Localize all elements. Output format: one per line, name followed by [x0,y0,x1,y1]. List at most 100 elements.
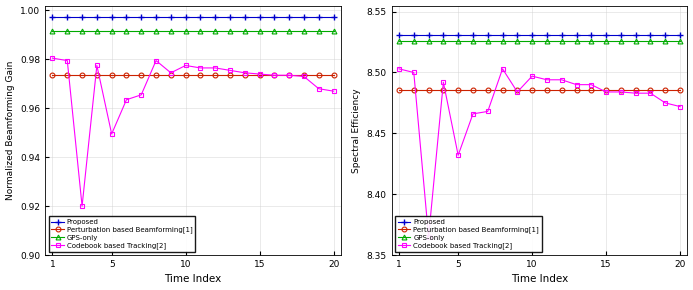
Codebook based Tracking[2] [498,67,507,70]
Proposed [167,15,175,18]
Codebook based Tracking[2] [676,105,684,108]
Proposed [528,33,536,37]
Proposed [484,33,492,37]
GPS-only [572,39,581,43]
Proposed [395,33,403,37]
GPS-only [661,39,669,43]
Codebook based Tracking[2] [484,110,492,113]
GPS-only [240,30,249,33]
Y-axis label: Spectral Efficiency: Spectral Efficiency [352,88,361,173]
Perturbation based Beamforming[1] [137,74,146,77]
Perturbation based Beamforming[1] [167,74,175,77]
Perturbation based Beamforming[1] [587,88,595,91]
GPS-only [78,30,86,33]
GPS-only [395,39,403,43]
Codebook based Tracking[2] [196,66,204,70]
Perturbation based Beamforming[1] [484,88,492,91]
Proposed [122,15,130,18]
GPS-only [211,30,220,33]
GPS-only [49,30,57,33]
Perturbation based Beamforming[1] [211,74,220,77]
Proposed [137,15,146,18]
Perturbation based Beamforming[1] [226,74,234,77]
Codebook based Tracking[2] [602,90,611,94]
Perturbation based Beamforming[1] [631,88,640,91]
Perturbation based Beamforming[1] [270,74,279,77]
Proposed [676,33,684,37]
Codebook based Tracking[2] [514,90,522,94]
Codebook based Tracking[2] [528,75,536,78]
Line: GPS-only: GPS-only [396,38,683,43]
Proposed [78,15,86,18]
Proposed [454,33,462,37]
Codebook based Tracking[2] [572,83,581,86]
GPS-only [107,30,116,33]
Codebook based Tracking[2] [49,56,57,60]
GPS-only [484,39,492,43]
GPS-only [514,39,522,43]
GPS-only [285,30,293,33]
GPS-only [122,30,130,33]
Line: Perturbation based Beamforming[1]: Perturbation based Beamforming[1] [50,73,336,78]
GPS-only [329,30,337,33]
Proposed [107,15,116,18]
Codebook based Tracking[2] [300,75,308,78]
GPS-only [602,39,611,43]
Perturbation based Beamforming[1] [543,88,551,91]
Perturbation based Beamforming[1] [329,74,337,77]
Proposed [182,15,190,18]
Line: Codebook based Tracking[2]: Codebook based Tracking[2] [397,67,682,239]
Perturbation based Beamforming[1] [676,88,684,91]
Perturbation based Beamforming[1] [78,74,86,77]
Proposed [498,33,507,37]
Codebook based Tracking[2] [122,98,130,102]
Perturbation based Beamforming[1] [558,88,566,91]
Codebook based Tracking[2] [587,83,595,86]
Proposed [196,15,204,18]
Proposed [468,33,477,37]
Proposed [439,33,448,37]
Codebook based Tracking[2] [93,64,101,67]
Perturbation based Beamforming[1] [602,88,611,91]
Line: Proposed: Proposed [49,13,337,20]
Proposed [49,15,57,18]
Proposed [661,33,669,37]
Codebook based Tracking[2] [647,91,655,95]
X-axis label: Time Index: Time Index [511,274,568,284]
Codebook based Tracking[2] [454,153,462,157]
GPS-only [410,39,418,43]
Proposed [572,33,581,37]
Proposed [617,33,625,37]
Perturbation based Beamforming[1] [572,88,581,91]
Codebook based Tracking[2] [543,78,551,81]
Proposed [647,33,655,37]
Perturbation based Beamforming[1] [256,74,264,77]
Proposed [226,15,234,18]
Perturbation based Beamforming[1] [152,74,160,77]
GPS-only [315,30,323,33]
Perturbation based Beamforming[1] [182,74,190,77]
Perturbation based Beamforming[1] [315,74,323,77]
GPS-only [647,39,655,43]
Line: Proposed: Proposed [396,32,683,38]
Proposed [63,15,71,18]
GPS-only [468,39,477,43]
GPS-only [300,30,308,33]
Codebook based Tracking[2] [211,66,220,70]
Proposed [270,15,279,18]
X-axis label: Time Index: Time Index [164,274,222,284]
Perturbation based Beamforming[1] [49,74,57,77]
Perturbation based Beamforming[1] [240,74,249,77]
Perturbation based Beamforming[1] [63,74,71,77]
Perturbation based Beamforming[1] [454,88,462,91]
Perturbation based Beamforming[1] [647,88,655,91]
Perturbation based Beamforming[1] [122,74,130,77]
Proposed [631,33,640,37]
Codebook based Tracking[2] [439,81,448,84]
GPS-only [631,39,640,43]
Proposed [240,15,249,18]
Perturbation based Beamforming[1] [424,88,432,91]
GPS-only [226,30,234,33]
GPS-only [439,39,448,43]
GPS-only [454,39,462,43]
